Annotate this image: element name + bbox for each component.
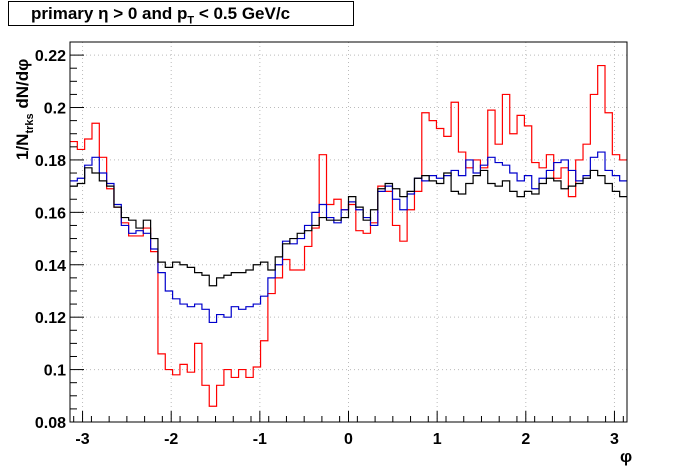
ylabel-pre: 1/N — [13, 134, 32, 160]
title-box: primary η > 0 and pT < 0.5 GeV/c — [8, 1, 354, 26]
title-sub: T — [187, 14, 195, 27]
ylabel-post: dN/dφ — [13, 59, 32, 114]
series-2-line — [70, 167, 627, 287]
y-tick-label: 0.2 — [44, 101, 66, 118]
title-post: < 0.5 GeV/c — [194, 4, 291, 23]
y-tick-label: 0.12 — [35, 310, 66, 327]
x-tick-label: -2 — [164, 431, 178, 448]
ylabel-sub: trks — [24, 113, 36, 133]
y-tick-label: 0.22 — [35, 48, 66, 65]
y-tick-label: 0.08 — [35, 415, 66, 432]
ticks — [70, 41, 624, 423]
series-0-line — [70, 64, 627, 407]
y-axis-label: 1/Ntrks dN/dφ — [13, 59, 36, 160]
x-tick-label: 1 — [433, 431, 442, 448]
grid — [70, 42, 627, 423]
y-tick-label: 0.1 — [44, 363, 66, 380]
x-tick-label: 3 — [610, 431, 619, 448]
chart-title: primary η > 0 and pT < 0.5 GeV/c — [31, 4, 290, 26]
series-group — [70, 64, 627, 407]
title-pre: primary η > 0 and p — [31, 4, 188, 23]
y-tick-label: 0.18 — [35, 153, 66, 170]
x-tick-label: 2 — [521, 431, 530, 448]
y-tick-label: 0.14 — [35, 258, 66, 275]
x-tick-label: -1 — [253, 431, 267, 448]
x-tick-label: 0 — [344, 431, 353, 448]
x-tick-label: -3 — [75, 431, 89, 448]
y-tick-label: 0.16 — [35, 205, 66, 222]
series-1-line — [70, 151, 627, 324]
x-axis-label: φ — [620, 447, 632, 466]
tick-labels: -3 -2 -1 0 1 2 3 0.08 0.1 0.12 0.14 0.16 0.18 0.2 0.22 — [35, 48, 619, 448]
